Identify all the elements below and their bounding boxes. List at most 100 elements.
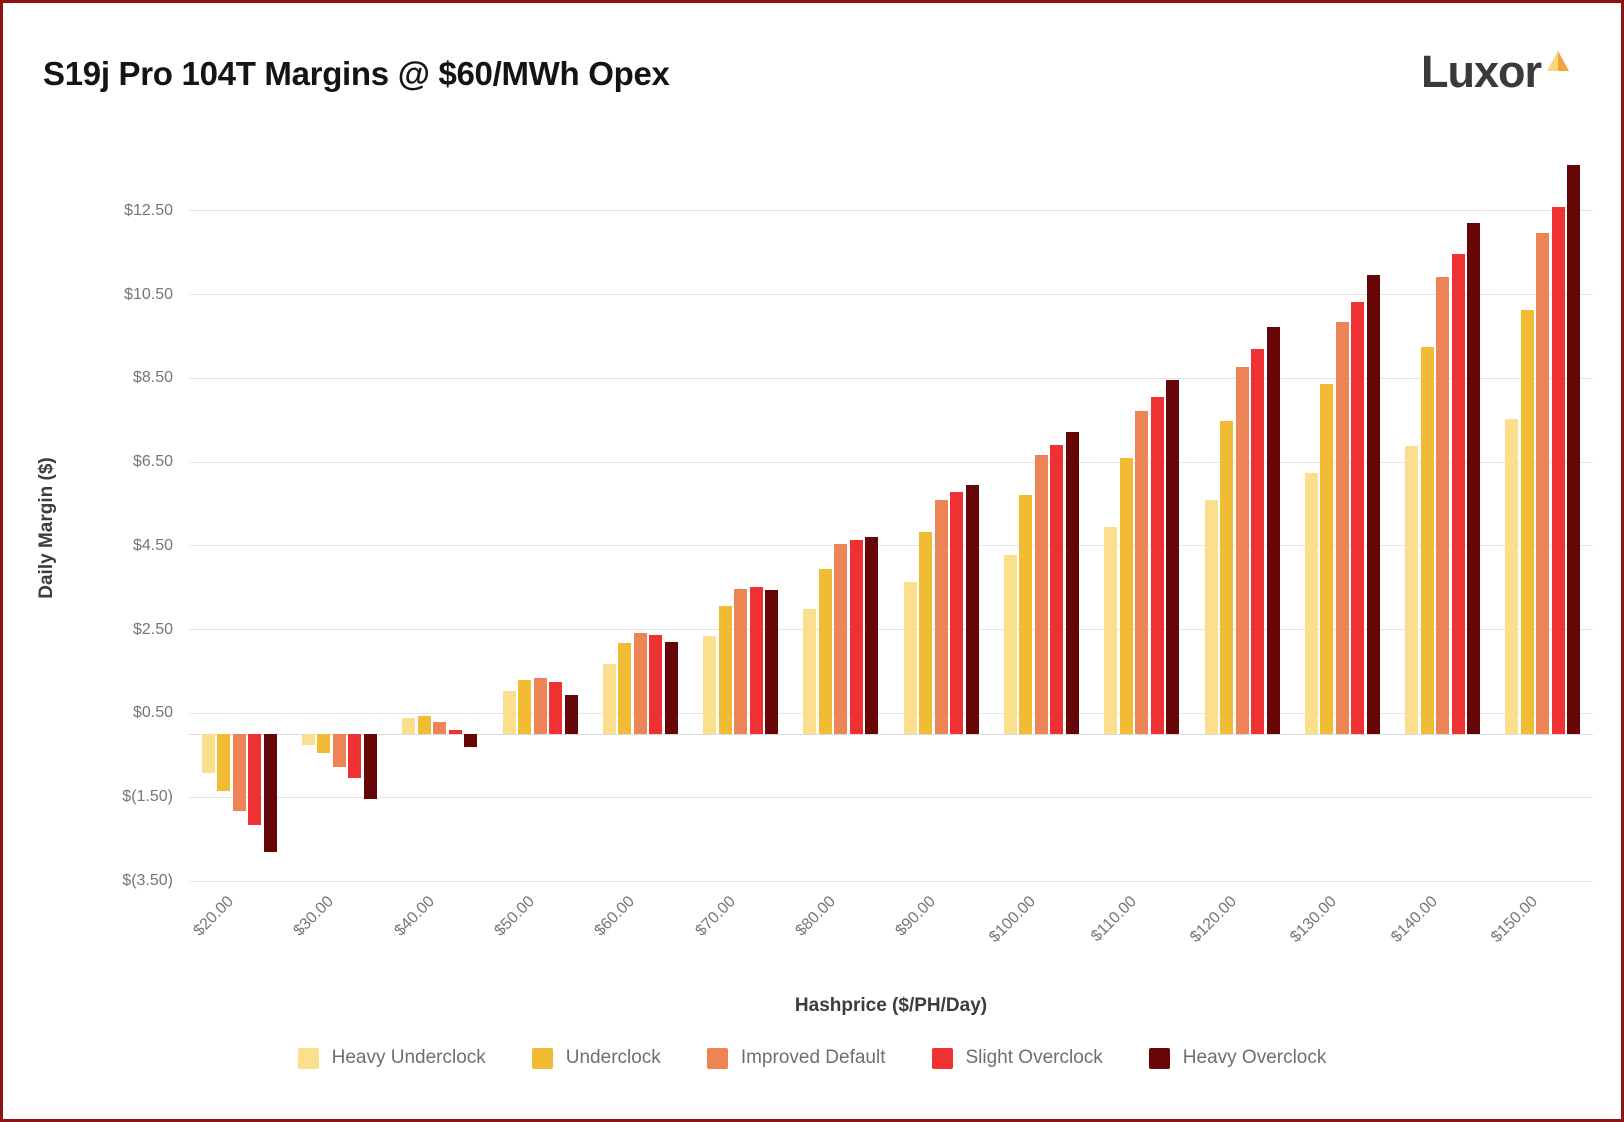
bar[interactable] xyxy=(618,642,632,735)
bar[interactable] xyxy=(1405,445,1419,735)
x-tick-label: $70.00 xyxy=(691,893,739,940)
bar[interactable] xyxy=(1335,321,1349,735)
zero-axis-line xyxy=(189,733,1593,735)
bar[interactable] xyxy=(865,537,879,735)
y-tick-label: $(1.50) xyxy=(122,788,173,806)
bar[interactable] xyxy=(1050,444,1064,735)
bar[interactable] xyxy=(1436,277,1450,735)
bar[interactable] xyxy=(633,633,647,735)
legend-item[interactable]: Improved Default xyxy=(706,1047,886,1069)
bar[interactable] xyxy=(1536,233,1550,735)
luxor-triangle-icon xyxy=(1547,51,1569,71)
bar[interactable] xyxy=(1520,310,1534,735)
bar[interactable] xyxy=(564,694,578,735)
x-tick-label: $20.00 xyxy=(190,893,238,940)
bar[interactable] xyxy=(1366,274,1380,735)
plot-area xyxy=(189,148,1593,882)
legend-item[interactable]: Heavy Overclock xyxy=(1148,1047,1326,1069)
bar[interactable] xyxy=(734,589,748,735)
bar[interactable] xyxy=(1266,327,1280,735)
bar[interactable] xyxy=(818,568,832,735)
y-tick-label: $12.50 xyxy=(124,201,173,219)
bar[interactable] xyxy=(1351,302,1365,735)
y-tick-label: $4.50 xyxy=(132,536,173,554)
bar[interactable] xyxy=(1251,349,1264,735)
bar[interactable] xyxy=(248,734,262,825)
bar[interactable] xyxy=(602,663,616,735)
bar[interactable] xyxy=(649,634,663,735)
bar[interactable] xyxy=(1065,432,1079,735)
bar[interactable] xyxy=(332,734,346,767)
gridline xyxy=(189,796,1593,798)
bar[interactable] xyxy=(1467,222,1481,735)
bar[interactable] xyxy=(502,690,516,735)
bar[interactable] xyxy=(1567,164,1581,735)
bar[interactable] xyxy=(448,729,462,735)
x-tick-label: $130.00 xyxy=(1287,893,1341,946)
bar[interactable] xyxy=(1220,421,1233,735)
x-tick-label: $110.00 xyxy=(1087,893,1140,946)
legend-swatch-icon xyxy=(297,1047,319,1069)
bar[interactable] xyxy=(402,718,416,735)
legend-item[interactable]: Underclock xyxy=(531,1047,661,1069)
bar[interactable] xyxy=(934,499,948,735)
bar[interactable] xyxy=(1505,418,1519,735)
gridline xyxy=(189,629,1593,631)
bar[interactable] xyxy=(1204,500,1218,735)
bar[interactable] xyxy=(834,544,848,735)
bar[interactable] xyxy=(217,734,231,791)
bar[interactable] xyxy=(1019,494,1033,735)
bar[interactable] xyxy=(263,734,277,852)
y-tick-label: $0.50 xyxy=(132,704,173,722)
bar[interactable] xyxy=(749,587,763,735)
bar[interactable] xyxy=(1119,457,1133,735)
bar[interactable] xyxy=(765,589,779,735)
bar[interactable] xyxy=(363,734,377,800)
bar[interactable] xyxy=(718,605,732,735)
bar[interactable] xyxy=(1320,383,1334,735)
bar[interactable] xyxy=(1304,473,1318,735)
luxor-logo-text: Luxor xyxy=(1420,46,1542,97)
bar[interactable] xyxy=(417,716,431,735)
legend-swatch-icon xyxy=(1148,1047,1170,1069)
bar[interactable] xyxy=(950,492,964,735)
bar[interactable] xyxy=(803,609,817,735)
bar[interactable] xyxy=(348,734,362,778)
y-tick-label: $2.50 xyxy=(132,620,173,638)
legend-label: Underclock xyxy=(565,1047,661,1068)
bar[interactable] xyxy=(464,734,478,747)
bar[interactable] xyxy=(1135,411,1149,735)
legend-label: Heavy Underclock xyxy=(331,1047,486,1068)
bar[interactable] xyxy=(1235,366,1249,735)
gridline xyxy=(189,545,1593,547)
bar[interactable] xyxy=(903,581,917,735)
x-tick-label: $60.00 xyxy=(591,893,639,940)
bar[interactable] xyxy=(533,677,547,735)
legend-item[interactable]: Slight Overclock xyxy=(931,1047,1103,1069)
bar[interactable] xyxy=(317,734,331,754)
bar[interactable] xyxy=(1150,397,1164,735)
gridline xyxy=(189,210,1593,212)
bar[interactable] xyxy=(201,734,215,773)
bar[interactable] xyxy=(965,484,979,735)
bar[interactable] xyxy=(1166,380,1180,735)
x-tick-label: $80.00 xyxy=(792,893,839,940)
bar[interactable] xyxy=(1420,346,1434,735)
legend-item[interactable]: Heavy Underclock xyxy=(297,1047,486,1069)
bar[interactable] xyxy=(433,722,447,735)
bar[interactable] xyxy=(919,531,933,735)
bar[interactable] xyxy=(1003,554,1017,735)
gridline xyxy=(189,712,1593,714)
bar[interactable] xyxy=(703,636,717,735)
bar[interactable] xyxy=(232,734,246,812)
bar[interactable] xyxy=(518,679,531,735)
bar[interactable] xyxy=(1451,254,1465,735)
bar[interactable] xyxy=(1551,207,1565,735)
bar[interactable] xyxy=(301,734,315,746)
bar[interactable] xyxy=(849,539,863,735)
luxor-logo: Luxor xyxy=(1421,49,1569,94)
bar[interactable] xyxy=(1104,527,1118,735)
bar[interactable] xyxy=(549,682,562,735)
bar[interactable] xyxy=(1034,455,1048,735)
bar[interactable] xyxy=(664,642,678,735)
